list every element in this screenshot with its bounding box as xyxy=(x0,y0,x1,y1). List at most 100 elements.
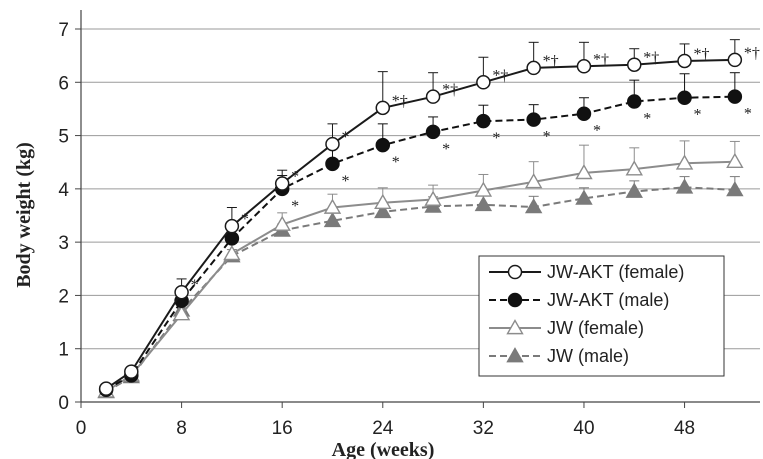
y-tick-label: 2 xyxy=(58,286,69,307)
data-point xyxy=(274,176,290,191)
data-point xyxy=(323,211,342,228)
x-tick-label: 0 xyxy=(76,418,87,439)
data-point xyxy=(223,244,241,261)
legend-marker xyxy=(506,347,524,363)
significance-label: * xyxy=(341,173,349,190)
significance-label: *† xyxy=(643,50,659,67)
significance-label: *† xyxy=(593,51,609,68)
legend-item: JW-AKT (male) xyxy=(489,290,669,310)
legend-marker xyxy=(507,264,523,280)
y-tick-label: 1 xyxy=(58,340,69,361)
significance-label: * xyxy=(241,211,249,228)
x-tick-label: 40 xyxy=(573,418,594,439)
significance-label: * xyxy=(291,169,299,186)
series-layer: * * * * * * * * * * * * * * *† *† *† *† *† *† *† *† xyxy=(97,39,760,399)
data-point xyxy=(726,152,744,169)
y-tick-label: 0 xyxy=(58,393,69,414)
legend-label: JW-AKT (male) xyxy=(547,290,669,310)
data-point xyxy=(627,57,642,72)
series-line xyxy=(105,186,735,393)
data-point xyxy=(374,193,392,210)
y-tick-label: 6 xyxy=(58,73,69,94)
data-point xyxy=(224,231,240,246)
data-point xyxy=(476,75,491,90)
significance-label: *† xyxy=(392,93,408,110)
data-point xyxy=(273,215,291,231)
data-point xyxy=(424,190,442,206)
data-point xyxy=(726,181,744,197)
data-point xyxy=(576,106,592,121)
significance-label: *† xyxy=(442,82,458,99)
legend-label: JW-AKT (female) xyxy=(547,262,684,282)
data-point xyxy=(675,154,694,170)
data-point xyxy=(627,94,642,109)
data-point xyxy=(474,181,493,197)
series-line xyxy=(105,95,735,391)
data-point xyxy=(425,89,441,104)
significance-label: * xyxy=(643,110,651,127)
x-tick-label: 32 xyxy=(473,418,494,439)
significance-label: * xyxy=(191,277,199,294)
significance-label: * xyxy=(744,106,752,123)
data-point xyxy=(526,60,541,76)
data-point xyxy=(677,53,692,69)
significance-label: *† xyxy=(744,45,760,62)
data-point xyxy=(172,305,191,321)
data-point xyxy=(575,189,593,205)
data-point xyxy=(374,202,392,219)
data-point xyxy=(323,198,342,214)
significance-label: * xyxy=(392,154,400,171)
data-point xyxy=(576,59,592,74)
data-point xyxy=(174,284,189,300)
data-point xyxy=(224,218,240,234)
data-point xyxy=(325,156,340,172)
data-point xyxy=(375,100,391,116)
x-tick-label: 24 xyxy=(372,418,394,439)
data-point xyxy=(375,137,391,153)
data-point xyxy=(325,136,340,152)
data-point xyxy=(675,178,694,194)
series-line xyxy=(105,160,735,393)
data-point xyxy=(625,182,643,198)
axes xyxy=(75,10,760,408)
y-tick-label: 5 xyxy=(58,127,69,148)
data-point xyxy=(124,364,139,379)
legend-label: JW (female) xyxy=(547,318,644,338)
data-point xyxy=(727,52,743,68)
data-point xyxy=(677,90,692,105)
data-point xyxy=(98,381,114,396)
legend-item: JW (female) xyxy=(489,318,644,338)
significance-label: *† xyxy=(492,67,508,84)
x-axis-title: Age (weeks) xyxy=(332,439,435,459)
legend-label: JW (male) xyxy=(547,346,629,366)
data-point xyxy=(474,195,493,212)
data-point xyxy=(425,124,441,140)
y-tick-label: 3 xyxy=(58,233,69,254)
data-point xyxy=(625,160,643,176)
significance-label: * xyxy=(492,130,500,147)
significance-label: * xyxy=(694,107,702,124)
significance-label: * xyxy=(543,129,551,146)
significance-label: * xyxy=(341,129,349,146)
tick-labels: 0 1 2 3 4 5 6 7 0 8 16 24 32 40 48 xyxy=(58,20,695,439)
significance-label: * xyxy=(442,141,450,158)
y-axis-title: Body weight (kg) xyxy=(13,142,35,288)
data-point xyxy=(575,163,593,180)
data-point xyxy=(524,198,543,214)
significance-label: *† xyxy=(543,53,559,70)
data-point xyxy=(524,173,543,189)
y-tick-label: 4 xyxy=(58,180,69,201)
significance-label: *† xyxy=(694,46,710,63)
y-tick-label: 7 xyxy=(58,20,69,41)
x-tick-label: 48 xyxy=(674,418,695,439)
data-point xyxy=(476,113,491,129)
significance-label: * xyxy=(593,123,601,140)
legend: JW-AKT (female) JW-AKT (male) JW (female) J… xyxy=(478,255,725,377)
series-line xyxy=(105,58,735,390)
legend-item: JW-AKT (female) xyxy=(489,262,684,282)
data-point xyxy=(727,89,743,104)
significance-label: * xyxy=(291,198,299,215)
legend-marker xyxy=(507,292,523,308)
x-tick-label: 8 xyxy=(176,418,187,439)
